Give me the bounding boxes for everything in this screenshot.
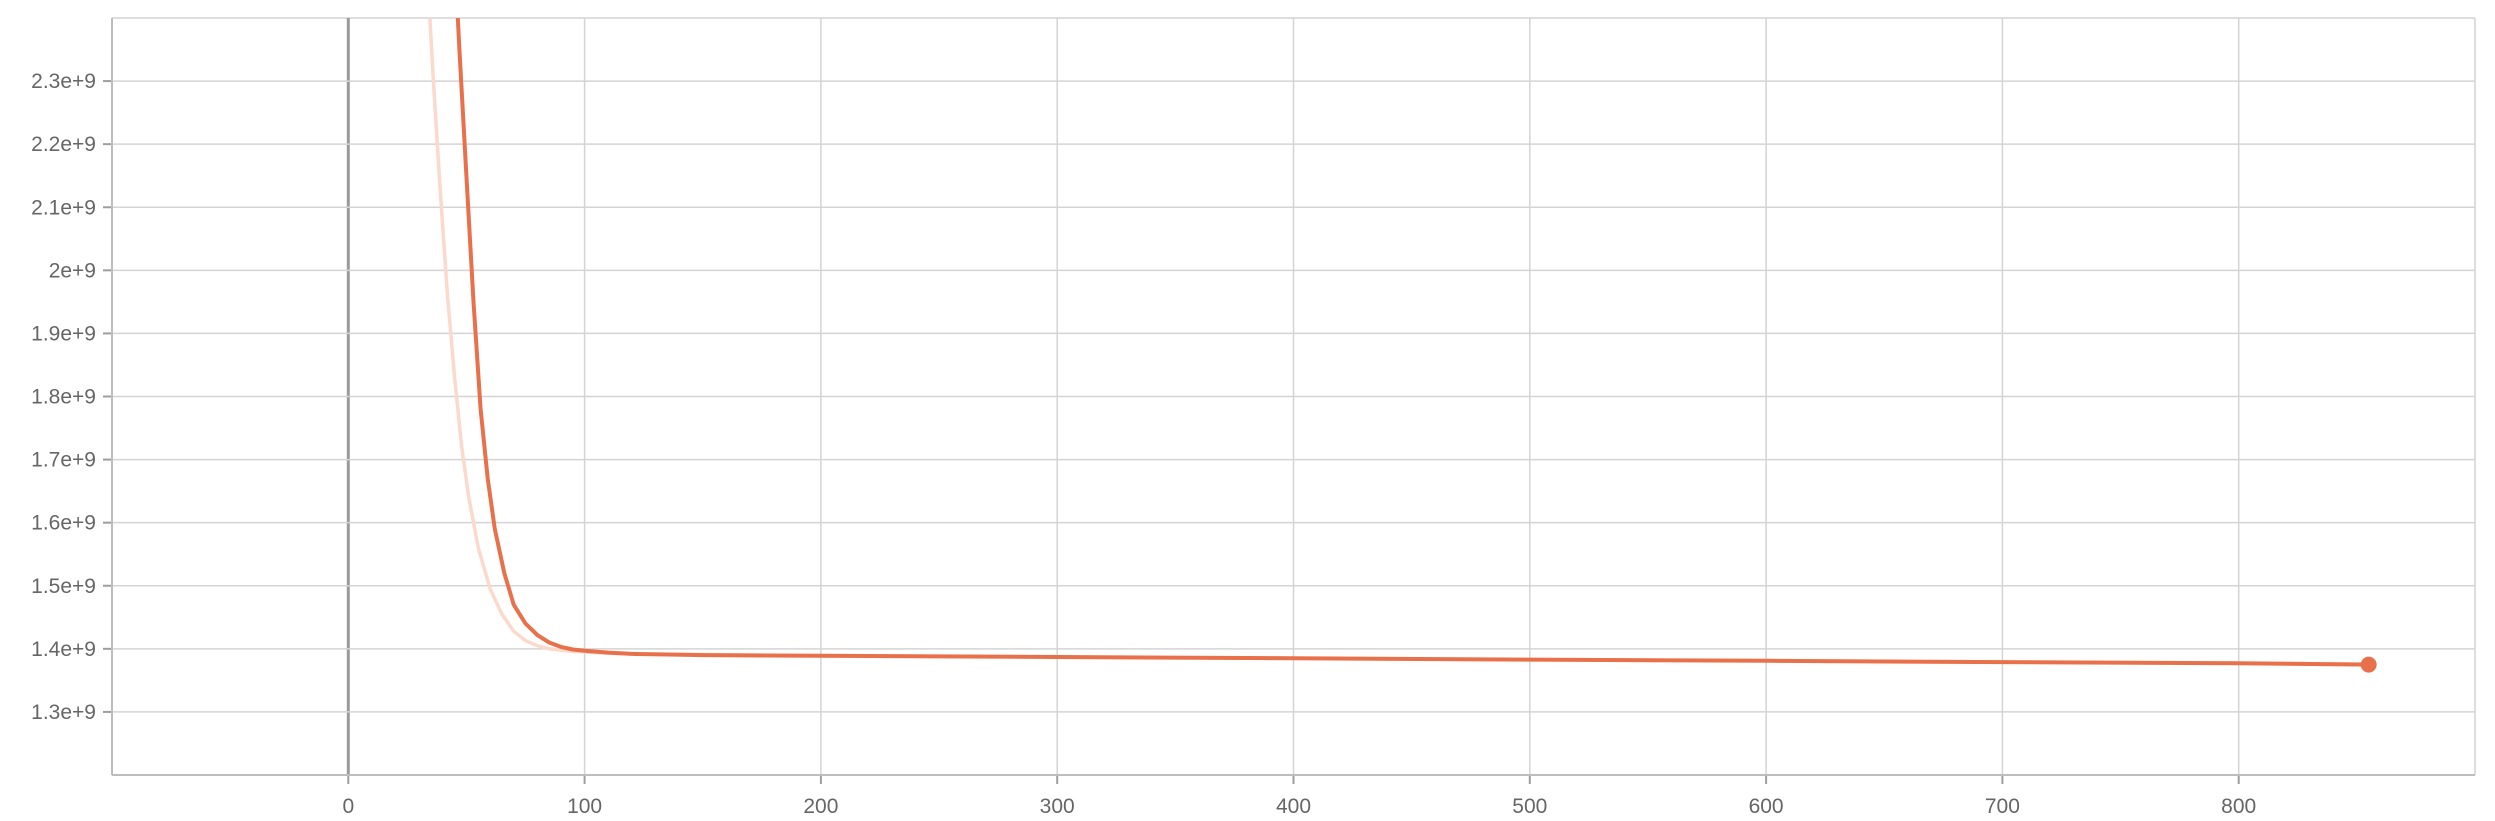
series-line-smoothed — [455, 18, 2371, 667]
y-tick-label: 1.4e+9 — [31, 638, 96, 661]
x-tick-label: 800 — [2221, 795, 2256, 818]
series-line-raw — [428, 18, 2371, 666]
y-tick-label: 1.9e+9 — [31, 322, 96, 345]
tick-labels: 0 100 200 300 400 500 600 700 800 1.3e+9 1.4e+9 1.5… — [31, 70, 2377, 818]
x-tick-label: 400 — [1276, 795, 1311, 818]
y-tick-label: 2.1e+9 — [31, 196, 96, 219]
y-tick-label: 1.5e+9 — [31, 575, 96, 598]
y-tick-label: 1.8e+9 — [31, 386, 96, 409]
x-tick-label: 200 — [803, 795, 838, 818]
x-tick-label: 300 — [1040, 795, 1075, 818]
series-lines — [428, 18, 2371, 667]
x-tick-label: 100 — [567, 795, 602, 818]
y-tick-label: 2.3e+9 — [31, 70, 96, 93]
axes — [103, 18, 2475, 784]
x-tick-label: 500 — [1512, 795, 1547, 818]
last-point-marker[interactable] — [2360, 656, 2377, 673]
x-tick-label: 700 — [1985, 795, 2020, 818]
y-tick-label: 2e+9 — [49, 259, 96, 282]
x-tick-label: 600 — [1749, 795, 1784, 818]
y-tick-label: 1.6e+9 — [31, 512, 96, 535]
y-tick-label: 1.7e+9 — [31, 449, 96, 472]
y-tick-label: 2.2e+9 — [31, 133, 96, 156]
y-tick-label: 1.3e+9 — [31, 701, 96, 724]
grid — [112, 17, 2476, 775]
x-tick-label: 0 — [342, 795, 354, 818]
